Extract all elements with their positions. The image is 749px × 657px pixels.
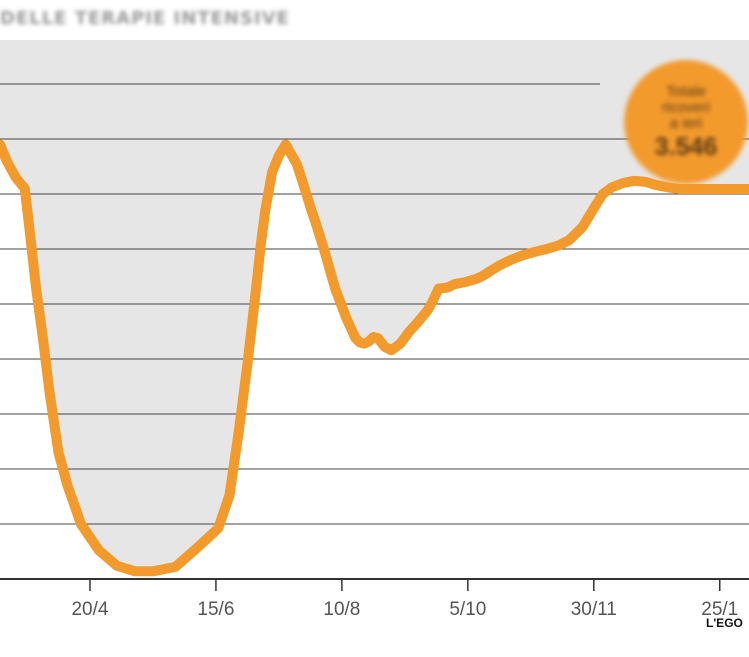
gridlines bbox=[0, 83, 749, 525]
publisher-credit: L'EGO bbox=[706, 616, 743, 630]
total-badge: Totale ricoveri a ieri 3.546 bbox=[624, 60, 748, 184]
x-tick-label: 30/11 bbox=[571, 599, 617, 620]
x-axis-ticks: 20/4 15/6 10/8 5/10 30/11 25/1 bbox=[71, 579, 738, 620]
series-line bbox=[0, 139, 749, 577]
x-tick-label: 20/4 bbox=[71, 599, 108, 620]
badge-label-2: ricoveri bbox=[661, 99, 711, 116]
badge-label-3: a ieri bbox=[669, 114, 703, 132]
area-under-curve bbox=[0, 144, 749, 579]
badge-value: 3.546 bbox=[654, 132, 718, 161]
badge-label-1: Totale bbox=[665, 83, 707, 101]
x-tick-label: 15/6 bbox=[197, 599, 234, 620]
chart-title: DELLE TERAPIE INTENSIVE bbox=[0, 8, 290, 29]
x-tick-label: 5/10 bbox=[449, 599, 486, 620]
x-tick-label: 10/8 bbox=[323, 599, 360, 620]
x-tick-label: 25/1 bbox=[701, 599, 738, 620]
